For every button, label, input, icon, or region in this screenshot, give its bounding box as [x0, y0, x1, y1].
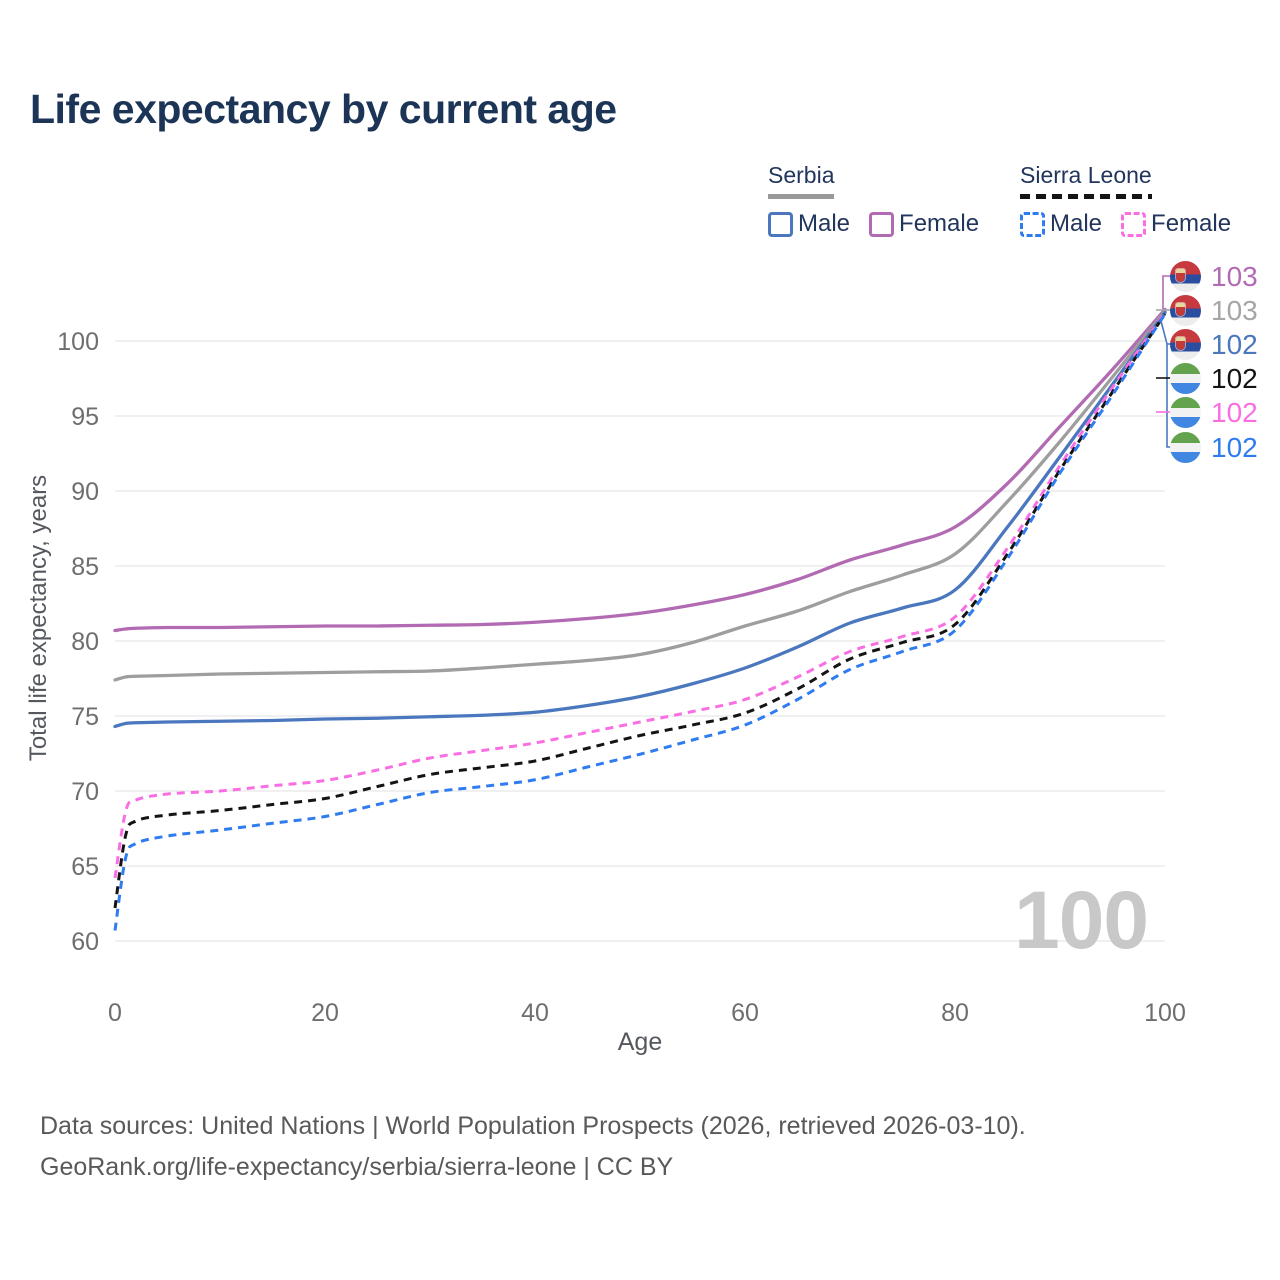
series-line-sierra-leone-male [113, 313, 1167, 931]
y-axis-title: Total life expectancy, years [25, 475, 52, 761]
endpoint-value: 102 [1211, 328, 1258, 360]
endpoint-value: 102 [1211, 431, 1258, 463]
series-line-sierra-leone-both-sexes [113, 313, 1167, 909]
legend-group-sierra-leone: Sierra Leone Male Female [1020, 162, 1231, 238]
y-tick-label: 100 [57, 328, 99, 356]
endpoint-value: 102 [1211, 396, 1258, 428]
sierra-leone-male-label: Male [1050, 210, 1103, 237]
y-tick-label: 60 [71, 928, 99, 956]
sierra-leone-female-label: Female [1151, 210, 1232, 237]
serbia-line-swatch [768, 194, 835, 199]
sierra-leone-flag-icon [1170, 396, 1201, 428]
sierra-leone-female-checkbox[interactable] [1121, 211, 1147, 237]
x-tick-label: 20 [311, 999, 339, 1027]
y-tick-label: 80 [71, 628, 99, 656]
sierra-leone-male-checkbox[interactable] [1020, 211, 1045, 237]
x-tick-label: 0 [108, 999, 122, 1027]
legend-item-sierra-leone-male[interactable]: Male [1020, 210, 1102, 238]
y-tick-label: 70 [71, 778, 99, 806]
x-tick-label: 80 [941, 999, 969, 1027]
x-tick-label: 100 [1144, 999, 1186, 1027]
endpoint-leader-line [1162, 275, 1171, 310]
sierra-leone-flag-icon [1170, 362, 1201, 394]
endpoint-label-row: 102 [1170, 396, 1258, 428]
serbia-male-checkbox[interactable] [768, 211, 793, 237]
series-line-serbia-both-sexes [113, 309, 1167, 682]
legend-item-serbia-female[interactable]: Female [869, 210, 979, 238]
series-line-serbia-male [113, 310, 1167, 729]
x-tick-label: 40 [521, 999, 549, 1027]
series-line-serbia-female [113, 307, 1167, 633]
legend-country-serbia: Serbia [768, 162, 835, 199]
legend-country-serbia-label: Serbia [768, 162, 835, 188]
x-axis-title: Age [618, 1028, 662, 1056]
legend-item-sierra-leone-female[interactable]: Female [1121, 210, 1231, 238]
serbia-flag-icon [1170, 260, 1201, 292]
serbia-female-checkbox[interactable] [869, 211, 895, 237]
serbia-coat-of-arms [1176, 268, 1185, 282]
footer: Data sources: United Nations | World Pop… [40, 1106, 1026, 1188]
x-tick-label: 60 [731, 999, 759, 1027]
endpoint-label-row: 102 [1170, 328, 1258, 360]
endpoint-label-row: 102 [1170, 431, 1258, 463]
footer-attribution-link[interactable]: GeoRank.org/life-expectancy/serbia/sierr… [40, 1153, 674, 1181]
serbia-coat-of-arms [1176, 336, 1185, 350]
sierra-leone-flag-icon [1170, 431, 1201, 463]
legend-country-sierra-leone: Sierra Leone [1020, 162, 1152, 199]
serbia-coat-of-arms [1176, 302, 1185, 316]
serbia-female-label: Female [899, 210, 980, 237]
y-tick-label: 65 [71, 853, 99, 881]
serbia-flag-icon [1170, 294, 1201, 326]
serbia-flag-icon [1170, 328, 1201, 360]
page-title: Life expectancy by current age [30, 86, 617, 132]
endpoint-value: 103 [1211, 260, 1258, 292]
sierra-leone-line-swatch [1020, 194, 1152, 199]
endpoint-label-row: 103 [1170, 294, 1258, 326]
endpoint-value: 103 [1211, 294, 1258, 326]
y-tick-label: 85 [71, 553, 99, 581]
endpoint-value: 102 [1211, 362, 1258, 394]
legend-item-serbia-male[interactable]: Male [768, 210, 850, 238]
endpoint-label-row: 102 [1170, 362, 1258, 394]
age-watermark: 100 [1014, 875, 1149, 966]
series-line-sierra-leone-female [113, 311, 1167, 879]
y-tick-label: 95 [71, 403, 99, 431]
footer-data-sources: Data sources: United Nations | World Pop… [40, 1112, 1026, 1140]
legend-country-sierra-leone-label: Sierra Leone [1020, 162, 1152, 188]
endpoint-label-row: 103 [1170, 260, 1258, 292]
serbia-male-label: Male [798, 210, 851, 237]
y-tick-label: 90 [71, 478, 99, 506]
legend-group-serbia: Serbia Male Female [768, 162, 979, 238]
y-tick-label: 75 [71, 703, 99, 731]
